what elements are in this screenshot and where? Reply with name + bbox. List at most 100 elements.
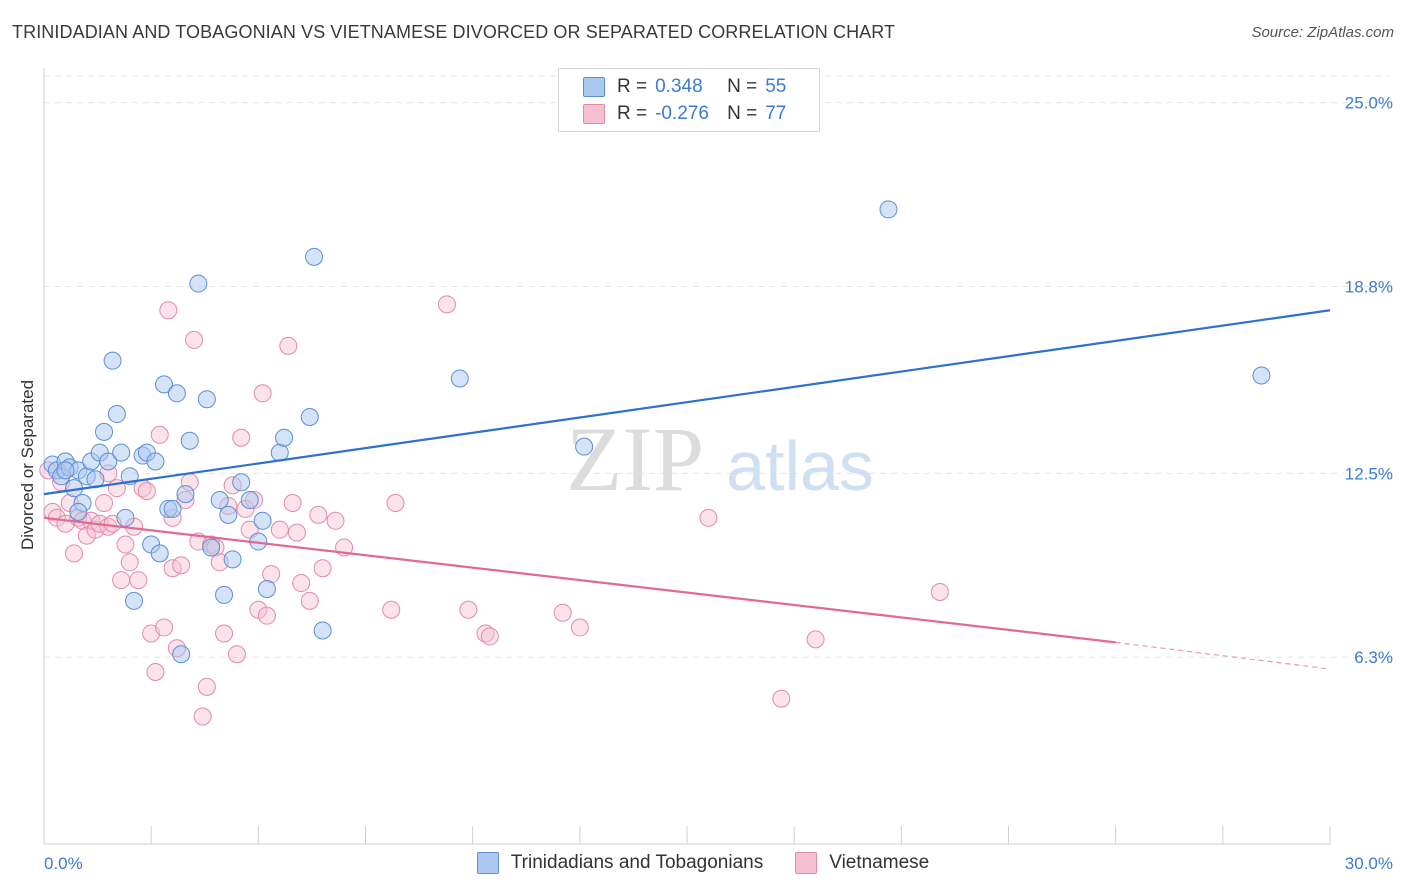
vietnamese-trend-line [43,516,1116,644]
watermark-zip: ZIP [566,408,704,510]
vietnamese-point [137,482,156,501]
trinidadian-point [305,247,324,266]
trinidadian-point [202,538,221,557]
trinidadian-point [155,375,174,394]
vietnamese-point [65,544,84,563]
vietnamese-point [300,591,319,610]
vietnamese-point [197,677,216,696]
chart-title: TRINIDADIAN AND TOBAGONIAN VS VIETNAMESE… [12,22,896,42]
trinidadian-point [450,369,469,388]
watermark: ZIP atlas [566,408,874,510]
trinidadian-point [189,274,208,293]
x-tick-label: 0.0% [44,854,83,873]
trinidadian-point [99,452,118,471]
trinidadian-point [167,384,186,403]
trinidadian-point [56,461,75,480]
trinidadian-point [232,473,251,492]
vietnamese-point [382,600,401,619]
legend-r-value: -0.276 [655,103,709,124]
trinidadian-point [223,550,242,569]
trinidadian-point [257,579,276,598]
vietnamese-point [309,505,328,524]
legend-item-label: Trinidadians and Tobagonians [510,852,764,873]
y-tick-label: 12.5% [1345,464,1393,483]
vietnamese-point [283,493,302,512]
trinidadian-point [219,505,238,524]
source-credit: Source: ZipAtlas.com [1251,24,1394,41]
axes [43,68,1331,845]
legend-n-value: 77 [765,103,787,124]
trinidadian-point [275,428,294,447]
y-tick-label: 18.8% [1345,278,1393,297]
legend-swatch-blue [583,77,605,97]
legend-row-trinidadian: R = 0.348 N = 55 [583,73,786,101]
trinidadian-point [107,405,126,424]
vietnamese-point [553,603,572,622]
trinidadian-point [210,491,229,510]
vietnamese-point [279,336,298,355]
vietnamese-point [313,559,332,578]
legend-n-label: N = [727,76,758,97]
y-tick-label: 6.3% [1354,648,1393,667]
trinidadian-point [180,431,199,450]
legend-n-value: 55 [765,76,787,97]
vietnamese-point [287,523,306,542]
vietnamese-point [806,630,825,649]
vietnamese-point [699,508,718,527]
legend-swatch-pink [583,104,605,124]
vietnamese-point [155,618,174,637]
vietnamese-point [150,425,169,444]
legend-r-label: R = [617,103,648,124]
trinidadian-point [150,544,169,563]
trinidadian-point [313,621,332,640]
correlation-legend: R = 0.348 N = 55 R = -0.276 N = 77 [558,68,820,132]
vietnamese-point [772,689,791,708]
legend-row-vietnamese: R = -0.276 N = 77 [583,100,786,128]
trinidadian-point [197,390,216,409]
legend-item-trinidadian[interactable]: Trinidadians and Tobagonians [476,852,764,874]
trinidadian-trend-line [43,309,1331,496]
trinidadian-point [163,499,182,518]
trinidadian-point [125,591,144,610]
trinidadian-point [575,437,594,456]
vietnamese-point [480,627,499,646]
legend-item-vietnamese[interactable]: Vietnamese [795,852,929,874]
trinidadian-point [103,351,122,370]
x-tick-label: 30.0% [1345,854,1393,873]
vietnamese-point [386,493,405,512]
grid-lines [44,75,1390,658]
vietnamese-point [112,571,131,590]
trinidadian-point [146,452,165,471]
tick-labels: 6.3% 12.5% 18.8% 25.0% 0.0% 30.0% [44,94,1393,873]
trinidadian-point [69,502,88,521]
vietnamese-point [159,301,178,320]
vietnamese-point [437,295,456,314]
vietnamese-point [930,582,949,601]
watermark-atlas: atlas [726,427,874,505]
vietnamese-point [232,428,251,447]
trinidadian-point [1252,366,1271,385]
trend-lines [43,309,1331,670]
vietnamese-point [215,624,234,643]
legend-swatch-blue [476,852,499,874]
vietnamese-point [292,574,311,593]
vietnamese-point [227,645,246,664]
vietnamese-point [253,384,272,403]
legend-r-label: R = [617,76,648,97]
vietnamese-point [257,606,276,625]
trinidadian-point [879,200,898,219]
y-axis-label: Divorced or Separated [18,379,37,551]
vietnamese-point [262,565,281,584]
series-legend: Trinidadians and Tobagonians Vietnamese [0,852,1406,874]
trinidadian-points [43,200,1271,664]
trinidadian-point [176,485,195,504]
vietnamese-point [270,520,289,539]
vietnamese-point [326,511,345,530]
vietnamese-point [95,493,114,512]
vietnamese-point [129,571,148,590]
trinidadian-point [95,422,114,441]
trinidadian-point [300,408,319,427]
vietnamese-point [146,663,165,682]
trinidadian-point [172,645,191,664]
